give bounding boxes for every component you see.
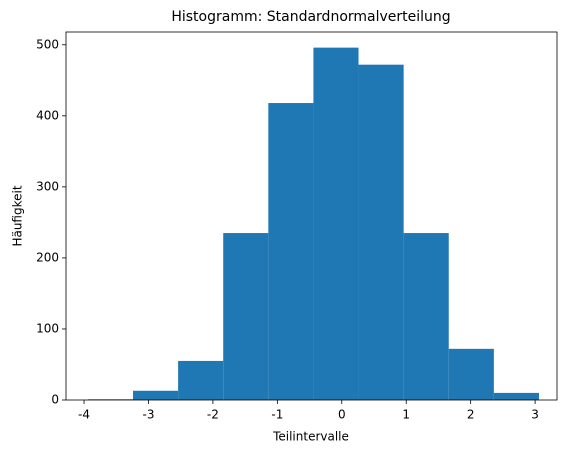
x-tick-label: -1 xyxy=(271,408,283,422)
bar xyxy=(493,392,539,400)
bar xyxy=(268,103,314,400)
bar xyxy=(313,47,359,401)
x-tick-label: 0 xyxy=(338,408,346,422)
x-tick-label: -4 xyxy=(78,408,90,422)
bar xyxy=(178,360,224,400)
x-tick-label: 2 xyxy=(467,408,475,422)
x-tick-label: -2 xyxy=(207,408,219,422)
bar xyxy=(448,348,494,400)
y-tick-label: 500 xyxy=(36,37,59,51)
y-tick-label: 400 xyxy=(36,108,59,122)
bar xyxy=(133,390,179,400)
x-tick-label: 3 xyxy=(531,408,539,422)
y-tick-label: 100 xyxy=(36,321,59,335)
y-tick-label: 200 xyxy=(36,250,59,264)
chart-title: Histogramm: Standardnormalverteilung xyxy=(171,9,450,25)
x-axis-label: Teilintervalle xyxy=(272,430,349,444)
bar xyxy=(223,233,269,400)
y-tick-label: 300 xyxy=(36,179,59,193)
x-tick-label: -3 xyxy=(142,408,154,422)
y-tick-label: 0 xyxy=(51,393,59,407)
plot-frame xyxy=(65,31,558,401)
y-axis-label: Häufigkeit xyxy=(11,185,25,246)
bar xyxy=(358,64,404,400)
bar xyxy=(403,233,449,400)
x-tick-label: 1 xyxy=(402,408,410,422)
